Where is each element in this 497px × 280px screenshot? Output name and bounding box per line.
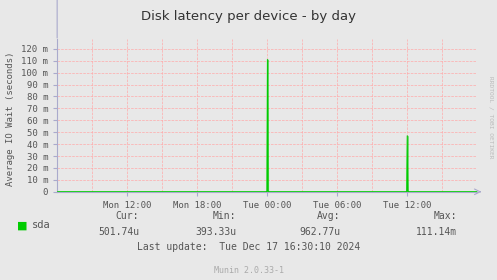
Text: Average IO Wait (seconds): Average IO Wait (seconds) xyxy=(6,52,15,186)
Text: Min:: Min: xyxy=(213,211,236,221)
Text: Avg:: Avg: xyxy=(317,211,340,221)
Text: Max:: Max: xyxy=(434,211,457,221)
Text: ■: ■ xyxy=(17,220,28,230)
Text: sda: sda xyxy=(32,220,51,230)
Text: Disk latency per device - by day: Disk latency per device - by day xyxy=(141,10,356,23)
Text: 501.74u: 501.74u xyxy=(98,227,139,237)
Text: 111.14m: 111.14m xyxy=(416,227,457,237)
Text: RRDTOOL / TOBI OETIKER: RRDTOOL / TOBI OETIKER xyxy=(489,76,494,159)
Text: Munin 2.0.33-1: Munin 2.0.33-1 xyxy=(214,266,283,275)
Text: Cur:: Cur: xyxy=(116,211,139,221)
Text: Last update:  Tue Dec 17 16:30:10 2024: Last update: Tue Dec 17 16:30:10 2024 xyxy=(137,242,360,252)
Text: 393.33u: 393.33u xyxy=(195,227,236,237)
Text: 962.77u: 962.77u xyxy=(299,227,340,237)
